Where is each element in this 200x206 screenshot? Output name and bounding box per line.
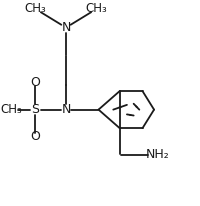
Text: N: N [61,21,71,34]
Text: CH₃: CH₃ [1,103,22,116]
Text: NH₂: NH₂ [146,148,170,161]
Text: CH₃: CH₃ [86,2,107,15]
Text: O: O [30,130,40,143]
Text: S: S [31,103,39,116]
Text: O: O [30,76,40,89]
Text: N: N [61,103,71,116]
Text: CH₃: CH₃ [24,2,46,15]
